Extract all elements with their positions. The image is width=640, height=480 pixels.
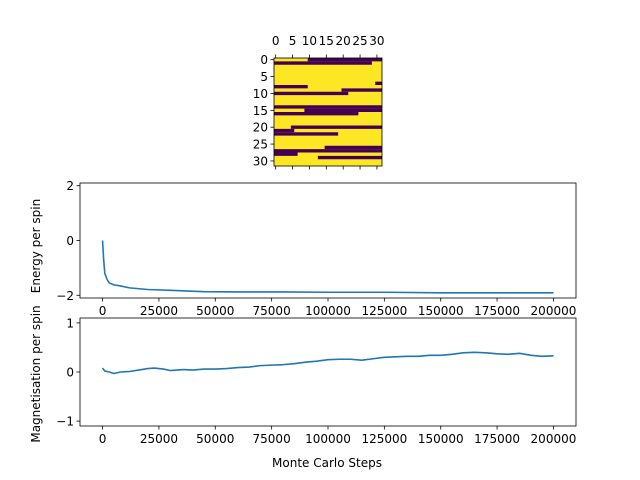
energy-x-tick-label: 100000 (305, 304, 351, 318)
magnetisation-y-tick-label: −1 (56, 415, 74, 429)
heatmap-y-tick-label: 30 (253, 154, 268, 168)
energy-y-tick-label: −2 (56, 289, 74, 303)
energy-x-tick-label: 150000 (418, 304, 464, 318)
magnetisation-y-tick-label: 0 (66, 366, 74, 380)
magnetisation-y-axis-label: Magnetisation per spin (29, 305, 43, 442)
heatmap-y-tick-label: 10 (253, 87, 268, 101)
x-axis-label: Monte Carlo Steps (272, 456, 382, 470)
heatmap-row-28 (274, 152, 298, 156)
energy-series-line (101, 240, 554, 294)
energy-x-tick-label: 25000 (140, 304, 178, 318)
heatmap-row-29 (317, 155, 382, 160)
heatmap-row-16 (274, 112, 359, 116)
heatmap-x-tick-label: 0 (272, 34, 280, 48)
magnetisation-axes-frame (79, 317, 577, 427)
heatmap-y-tick-label: 20 (253, 121, 268, 135)
magnetisation-x-tick-label: 50000 (196, 432, 234, 446)
heatmap-row-14 (274, 105, 382, 109)
heatmap-row-9 (341, 88, 382, 92)
magnetisation-x-tick-label: 25000 (140, 432, 178, 446)
energy-x-tick-label: 0 (99, 304, 107, 318)
heatmap-x-tick-label: 30 (369, 34, 384, 48)
heatmap-x-tick-label: 20 (336, 34, 351, 48)
heatmap-y-tick-label: 15 (253, 104, 268, 118)
heatmap-row-26 (324, 145, 382, 150)
energy-axes-frame (79, 182, 577, 299)
heatmap-row-21 (274, 128, 295, 133)
magnetisation-x-tick-label: 200000 (531, 432, 577, 446)
magnetisation-x-tick-label: 175000 (474, 432, 520, 446)
energy-x-tick-label: 175000 (474, 304, 520, 318)
heatmap-x-tick-label: 10 (302, 34, 317, 48)
magnetisation-y-tick-label: 1 (66, 316, 74, 330)
energy-x-tick-label: 50000 (196, 304, 234, 318)
heatmap-row-8 (274, 85, 308, 89)
magnetisation-x-tick-label: 125000 (361, 432, 407, 446)
energy-y-axis-label: Energy per spin (29, 199, 43, 293)
energy-x-tick-label: 75000 (253, 304, 291, 318)
heatmap-row-22 (274, 132, 339, 136)
magnetisation-x-tick-label: 150000 (418, 432, 464, 446)
heatmap-row-1 (274, 61, 372, 65)
energy-y-tick-label: 0 (66, 234, 74, 248)
heatmap-row-20 (290, 125, 382, 129)
heatmap-y-tick-label: 0 (260, 53, 268, 67)
heatmap-x-tick-label: 5 (289, 34, 297, 48)
energy-plot: 0 25000 50000 75000 100000 125000 150000 175000… (56, 179, 577, 318)
heatmap-row-15 (304, 108, 382, 112)
heatmap-x-tick-label: 15 (319, 34, 334, 48)
magnetisation-x-tick-label: 0 (99, 432, 107, 446)
heatmap-row-10 (274, 91, 349, 96)
energy-x-tick-label: 125000 (361, 304, 407, 318)
heatmap-row-0 (307, 58, 382, 62)
heatmap-frame (273, 57, 383, 167)
heatmap-y-tick-label: 5 (260, 70, 268, 84)
magnetisation-plot: 0 25000 50000 75000 100000 125000 150000 175000… (56, 316, 577, 446)
heatmap-y-tick-label: 25 (253, 138, 268, 152)
heatmap-row-7 (375, 81, 382, 85)
energy-y-tick-label: 2 (66, 179, 74, 193)
heatmap-x-tick-label: 25 (352, 34, 367, 48)
energy-x-tick-label: 200000 (531, 304, 577, 318)
magnetisation-series-line (101, 351, 554, 375)
heatmap-row-27 (274, 149, 382, 153)
magnetisation-x-tick-label: 100000 (305, 432, 351, 446)
magnetisation-x-tick-label: 75000 (253, 432, 291, 446)
